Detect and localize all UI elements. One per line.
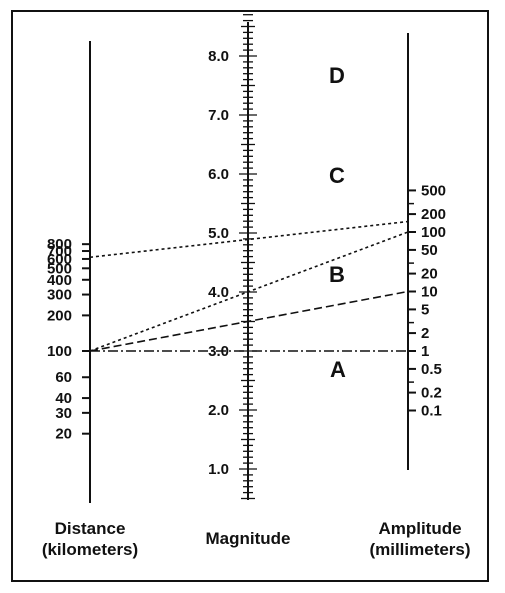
magnitude-tick-label: 5.0 [208, 225, 229, 242]
amplitude-tick-label: 0.1 [421, 403, 442, 420]
magnitude-caption: Magnitude [188, 528, 308, 549]
line-c-label: C [329, 163, 345, 188]
amplitude-tick-label: 10 [421, 284, 438, 301]
amplitude-tick-label: 200 [421, 206, 446, 223]
amplitude-tick-label: 50 [421, 242, 438, 259]
distance-tick-label: 300 [47, 287, 72, 304]
amplitude-tick-label: 100 [421, 224, 446, 241]
amplitude-tick-label: 0.2 [421, 385, 442, 402]
distance-tick-label: 20 [55, 426, 72, 443]
line-b-label: B [329, 262, 345, 287]
line-a-label: A [330, 357, 346, 382]
magnitude-tick-label: 6.0 [208, 166, 229, 183]
amplitude-caption-line2: (millimeters) [369, 540, 471, 559]
distance-tick-label: 600 [47, 251, 72, 268]
distance-tick-label: 30 [55, 405, 72, 422]
amplitude-tick-label: 500 [421, 182, 446, 199]
magnitude-tick-label: 8.0 [208, 48, 229, 65]
distance-caption-line1: Distance [54, 519, 126, 538]
amplitude-caption-line1: Amplitude [378, 519, 462, 538]
distance-caption-line2: (kilometers) [41, 540, 139, 559]
amplitude-tick-label: 20 [421, 266, 438, 283]
line-d [89, 220, 409, 259]
amplitude-tick-label: 1 [421, 343, 429, 360]
distance-tick-label: 400 [47, 272, 72, 289]
distance-caption: Distance (kilometers) [10, 518, 170, 560]
distance-tick-label: 40 [55, 390, 72, 407]
magnitude-tick-label: 1.0 [208, 461, 229, 478]
distance-tick-label: 700 [47, 243, 72, 260]
amplitude-tick-label: 5 [421, 301, 429, 318]
magnitude-caption-text: Magnitude [205, 529, 291, 548]
amplitude-tick-label: 2 [421, 325, 429, 342]
distance-tick-label: 200 [47, 307, 72, 324]
amplitude-caption: Amplitude (millimeters) [340, 518, 500, 560]
magnitude-tick-label: 7.0 [208, 107, 229, 124]
amplitude-tick-label: 0.5 [421, 361, 442, 378]
distance-tick-label: 100 [47, 343, 72, 360]
distance-tick-label: 500 [47, 260, 72, 277]
line-c [89, 231, 409, 352]
distance-tick-label: 60 [55, 369, 72, 386]
line-d-label: D [329, 63, 345, 88]
line-b [89, 290, 409, 352]
magnitude-tick-label: 4.0 [208, 284, 229, 301]
distance-tick-label: 800 [47, 236, 72, 253]
magnitude-tick-label: 2.0 [208, 402, 229, 419]
